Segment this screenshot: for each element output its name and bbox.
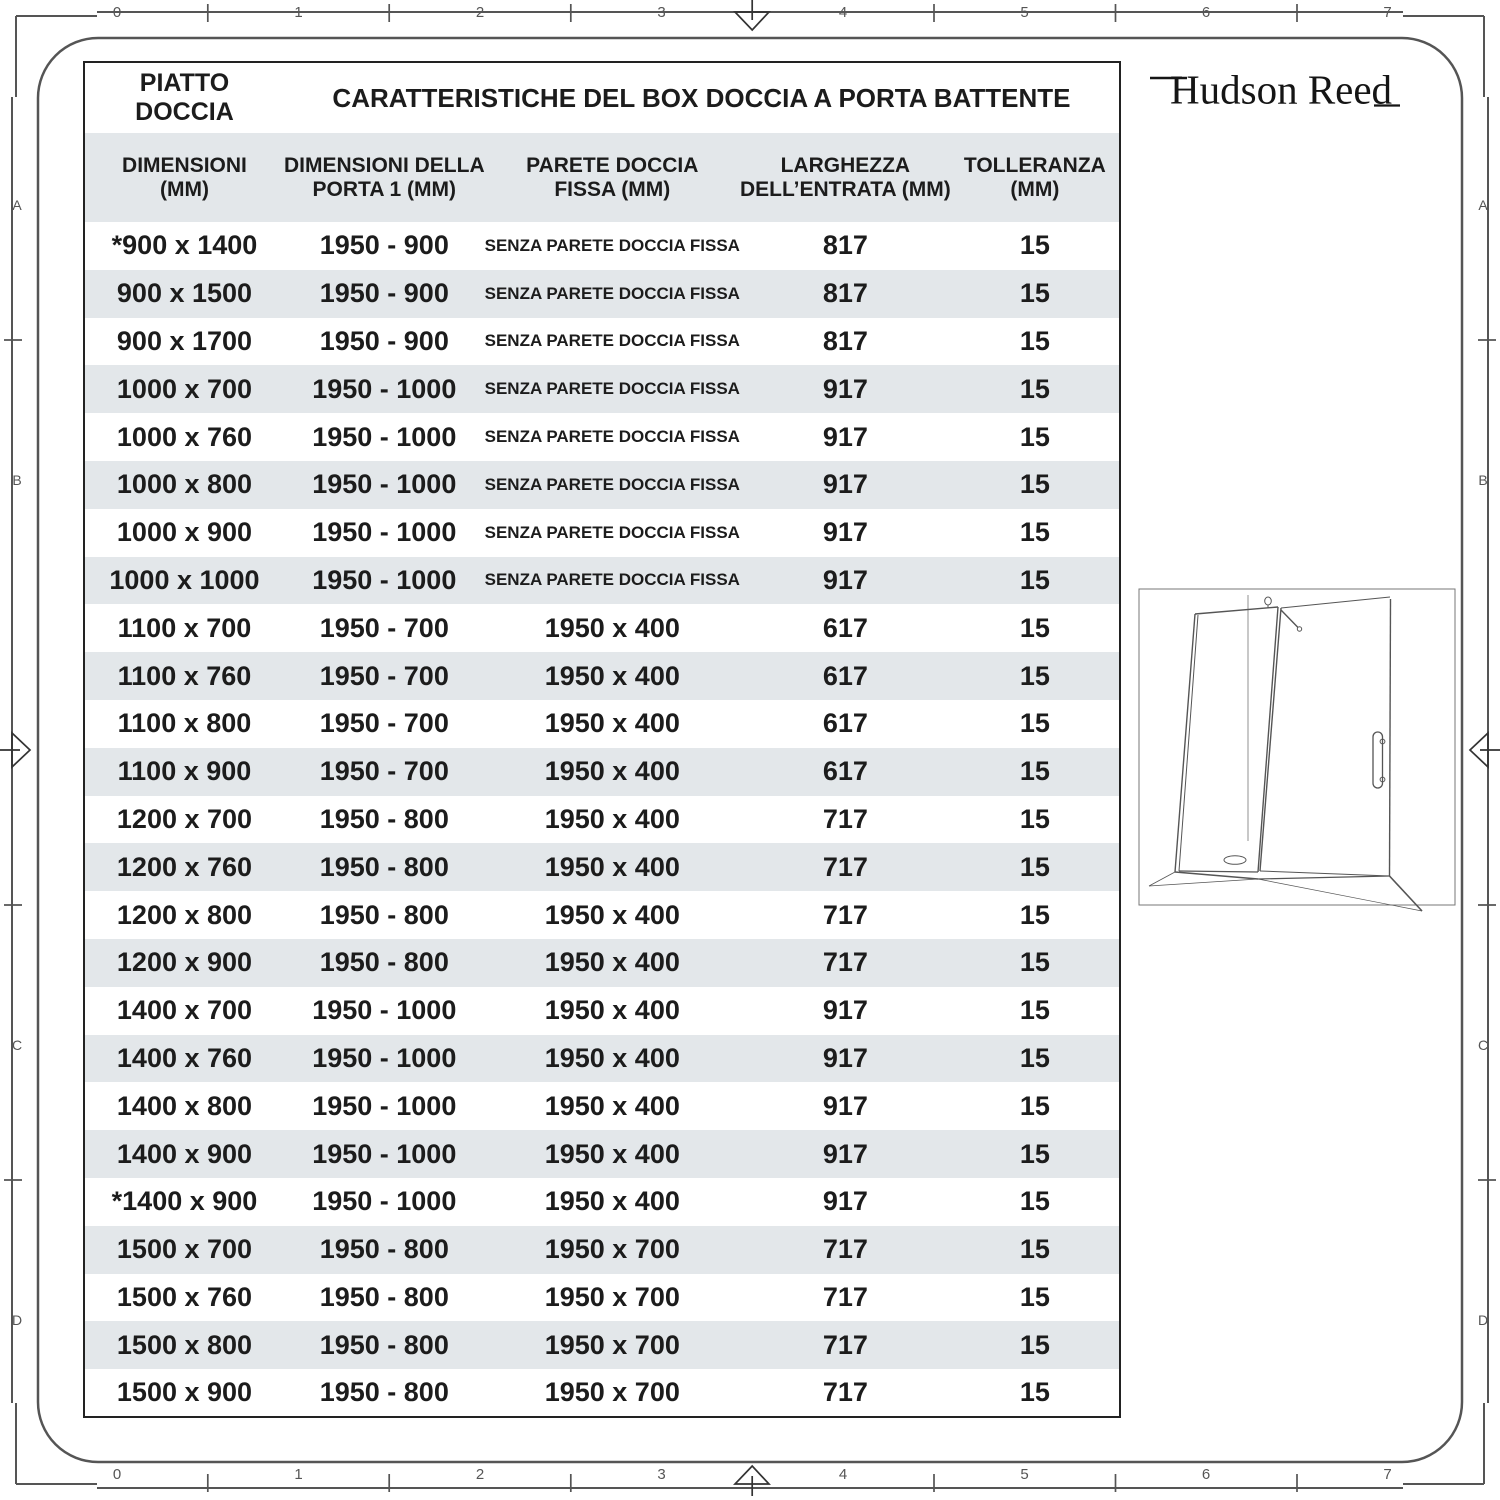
svg-text:3: 3 [657,1466,665,1483]
svg-text:A: A [12,197,22,213]
svg-text:C: C [12,1037,22,1053]
svg-text:3: 3 [657,4,665,21]
svg-text:7: 7 [1383,1466,1391,1483]
svg-text:0: 0 [113,1466,121,1483]
svg-text:0: 0 [113,4,121,21]
svg-text:B: B [12,472,21,488]
svg-text:4: 4 [839,4,847,21]
svg-text:7: 7 [1383,4,1391,21]
svg-text:6: 6 [1202,1466,1210,1483]
svg-text:5: 5 [1020,4,1028,21]
svg-text:2: 2 [476,1466,484,1483]
svg-text:5: 5 [1020,1466,1028,1483]
svg-text:1: 1 [294,4,302,21]
svg-text:2: 2 [476,4,484,21]
svg-text:A: A [1478,197,1488,213]
svg-text:1: 1 [294,1466,302,1483]
svg-text:B: B [1478,472,1487,488]
svg-text:4: 4 [839,1466,847,1483]
svg-text:6: 6 [1202,4,1210,21]
svg-text:Hudson Reed: Hudson Reed [1170,67,1392,113]
svg-text:D: D [12,1312,22,1328]
svg-text:C: C [1478,1037,1488,1053]
svg-text:D: D [1478,1312,1488,1328]
